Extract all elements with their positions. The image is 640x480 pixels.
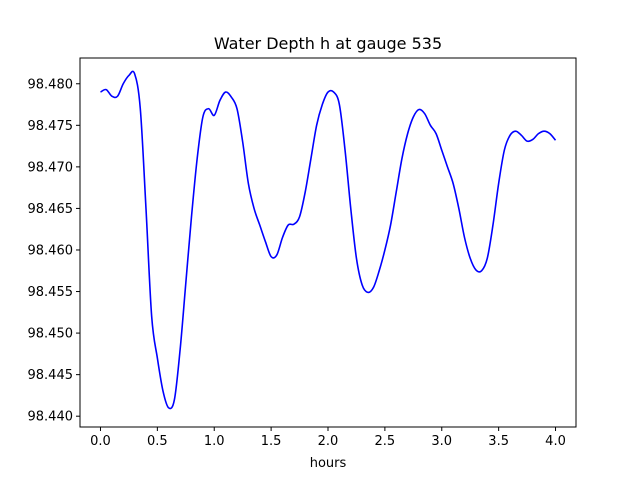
x-tick-label: 3.5: [488, 434, 509, 449]
x-axis: 0.0 0.5 1.0 1.5 2.0 2.5 3.0 3.5 4.0: [90, 427, 566, 449]
x-tick-label: 4.0: [545, 434, 566, 449]
y-tick-label: 98.480: [28, 77, 74, 92]
series-line: [100, 70, 557, 410]
x-tick-label: 1.5: [261, 434, 282, 449]
y-tick-label: 98.440: [28, 410, 74, 425]
chart-title: Water Depth h at gauge 535: [214, 34, 442, 53]
x-tick-label: 0.0: [90, 434, 111, 449]
plot-area: 0.0 0.5 1.0 1.5 2.0 2.5 3.0 3.5 4.0 98.440 98.445…: [28, 57, 577, 449]
y-tick-label: 98.455: [28, 285, 74, 300]
y-tick-label: 98.450: [28, 327, 74, 342]
y-tick-label: 98.445: [28, 368, 74, 383]
x-tick-label: 0.5: [147, 434, 168, 449]
y-tick-label: 98.465: [28, 202, 74, 217]
y-tick-label: 98.470: [28, 160, 74, 175]
x-tick-label: 3.0: [431, 434, 452, 449]
y-tick-label: 98.460: [28, 243, 74, 258]
x-tick-label: 2.0: [318, 434, 339, 449]
plot-frame: [79, 57, 577, 428]
x-tick-label: 2.5: [375, 434, 396, 449]
x-tick-label: 1.0: [204, 434, 225, 449]
y-axis: 98.440 98.445 98.450 98.455 98.460 98.465 98.4…: [28, 77, 80, 425]
y-tick-label: 98.475: [28, 119, 74, 134]
series-layer: [100, 70, 557, 410]
x-axis-label: hours: [310, 456, 347, 471]
